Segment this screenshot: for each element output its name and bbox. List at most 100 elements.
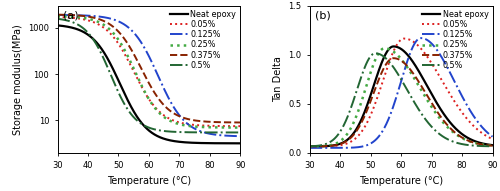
0.5% bbox=[446, 138, 452, 141]
0.5% bbox=[490, 145, 496, 147]
0.25% bbox=[413, 80, 419, 83]
Neat epoxy bbox=[318, 145, 324, 147]
Neat epoxy bbox=[464, 136, 470, 139]
Neat epoxy bbox=[66, 26, 71, 28]
0.5% bbox=[413, 104, 419, 106]
Line: 0.125%: 0.125% bbox=[310, 38, 492, 148]
0.5% bbox=[372, 52, 378, 54]
0.25% bbox=[66, 15, 71, 18]
0.125% bbox=[413, 40, 419, 43]
0.125% bbox=[238, 135, 244, 137]
Line: 0.5%: 0.5% bbox=[310, 53, 492, 146]
Line: Neat epoxy: Neat epoxy bbox=[58, 25, 240, 143]
0.25% bbox=[424, 98, 430, 100]
X-axis label: Temperature (°C): Temperature (°C) bbox=[107, 176, 191, 186]
Neat epoxy bbox=[166, 139, 172, 141]
0.25% bbox=[318, 145, 324, 147]
0.375% bbox=[193, 119, 199, 122]
0.25% bbox=[382, 47, 388, 49]
Line: 0.375%: 0.375% bbox=[58, 15, 240, 122]
0.375% bbox=[166, 108, 172, 111]
0.05% bbox=[166, 117, 172, 119]
0.5% bbox=[306, 145, 312, 147]
0.5% bbox=[212, 131, 218, 134]
X-axis label: Temperature (°C): Temperature (°C) bbox=[359, 176, 443, 186]
Line: Neat epoxy: Neat epoxy bbox=[310, 46, 492, 146]
0.125% bbox=[446, 69, 452, 71]
0.25% bbox=[171, 121, 177, 124]
0.375% bbox=[446, 125, 452, 128]
0.375% bbox=[413, 77, 419, 79]
0.05% bbox=[318, 145, 324, 147]
0.25% bbox=[54, 15, 60, 17]
0.25% bbox=[446, 127, 452, 129]
0.125% bbox=[418, 37, 424, 39]
0.375% bbox=[464, 139, 470, 141]
Y-axis label: Storage modulus(MPa): Storage modulus(MPa) bbox=[12, 24, 22, 135]
0.05% bbox=[238, 125, 244, 127]
Neat epoxy bbox=[160, 138, 166, 140]
0.25% bbox=[166, 119, 172, 121]
Legend: Neat epoxy, 0.05%, 0.125%, 0.25%, 0.375%, 0.5%: Neat epoxy, 0.05%, 0.125%, 0.25%, 0.375%… bbox=[421, 8, 490, 71]
0.375% bbox=[66, 14, 71, 16]
0.125% bbox=[171, 106, 177, 109]
0.05% bbox=[54, 16, 60, 18]
Line: 0.375%: 0.375% bbox=[310, 58, 492, 146]
Neat epoxy bbox=[413, 66, 419, 68]
0.5% bbox=[424, 119, 430, 122]
0.375% bbox=[424, 93, 430, 96]
0.05% bbox=[401, 37, 407, 40]
0.375% bbox=[171, 112, 177, 115]
Line: 0.05%: 0.05% bbox=[58, 17, 240, 126]
0.05% bbox=[464, 118, 470, 120]
0.375% bbox=[238, 121, 244, 124]
Legend: Neat epoxy, 0.05%, 0.125%, 0.25%, 0.375%, 0.5%: Neat epoxy, 0.05%, 0.125%, 0.25%, 0.375%… bbox=[168, 8, 238, 71]
0.5% bbox=[464, 144, 470, 146]
0.25% bbox=[238, 126, 244, 129]
0.05% bbox=[413, 43, 419, 45]
0.125% bbox=[424, 38, 430, 41]
Neat epoxy bbox=[171, 140, 177, 142]
0.5% bbox=[238, 131, 244, 134]
0.5% bbox=[318, 144, 324, 146]
0.5% bbox=[54, 18, 60, 20]
Neat epoxy bbox=[418, 74, 424, 76]
0.25% bbox=[464, 139, 470, 142]
0.375% bbox=[306, 145, 312, 148]
0.125% bbox=[193, 128, 199, 130]
Neat epoxy bbox=[424, 83, 430, 86]
Text: (b): (b) bbox=[315, 10, 331, 20]
0.25% bbox=[193, 125, 199, 128]
0.5% bbox=[171, 131, 177, 133]
0.375% bbox=[490, 145, 496, 147]
0.125% bbox=[490, 136, 496, 138]
0.5% bbox=[166, 130, 172, 133]
Neat epoxy bbox=[238, 142, 244, 144]
0.125% bbox=[464, 105, 470, 107]
Neat epoxy bbox=[446, 119, 452, 122]
0.05% bbox=[212, 125, 218, 127]
0.25% bbox=[212, 126, 218, 129]
0.5% bbox=[66, 20, 71, 22]
0.05% bbox=[66, 16, 71, 19]
Line: 0.25%: 0.25% bbox=[310, 48, 492, 146]
Neat epoxy bbox=[490, 144, 496, 146]
0.05% bbox=[193, 124, 199, 126]
0.05% bbox=[171, 120, 177, 122]
0.125% bbox=[54, 14, 60, 16]
0.25% bbox=[306, 145, 312, 148]
0.05% bbox=[424, 54, 430, 57]
0.375% bbox=[418, 84, 424, 87]
Line: 0.05%: 0.05% bbox=[310, 39, 492, 146]
0.05% bbox=[160, 114, 166, 116]
Y-axis label: Tan Delta: Tan Delta bbox=[272, 56, 282, 102]
Neat epoxy bbox=[390, 45, 396, 48]
0.125% bbox=[160, 87, 166, 89]
0.125% bbox=[318, 147, 324, 149]
Neat epoxy bbox=[212, 142, 218, 144]
0.125% bbox=[166, 97, 172, 99]
Neat epoxy bbox=[54, 24, 60, 27]
0.125% bbox=[306, 147, 312, 149]
0.125% bbox=[212, 134, 218, 136]
0.5% bbox=[193, 131, 199, 134]
